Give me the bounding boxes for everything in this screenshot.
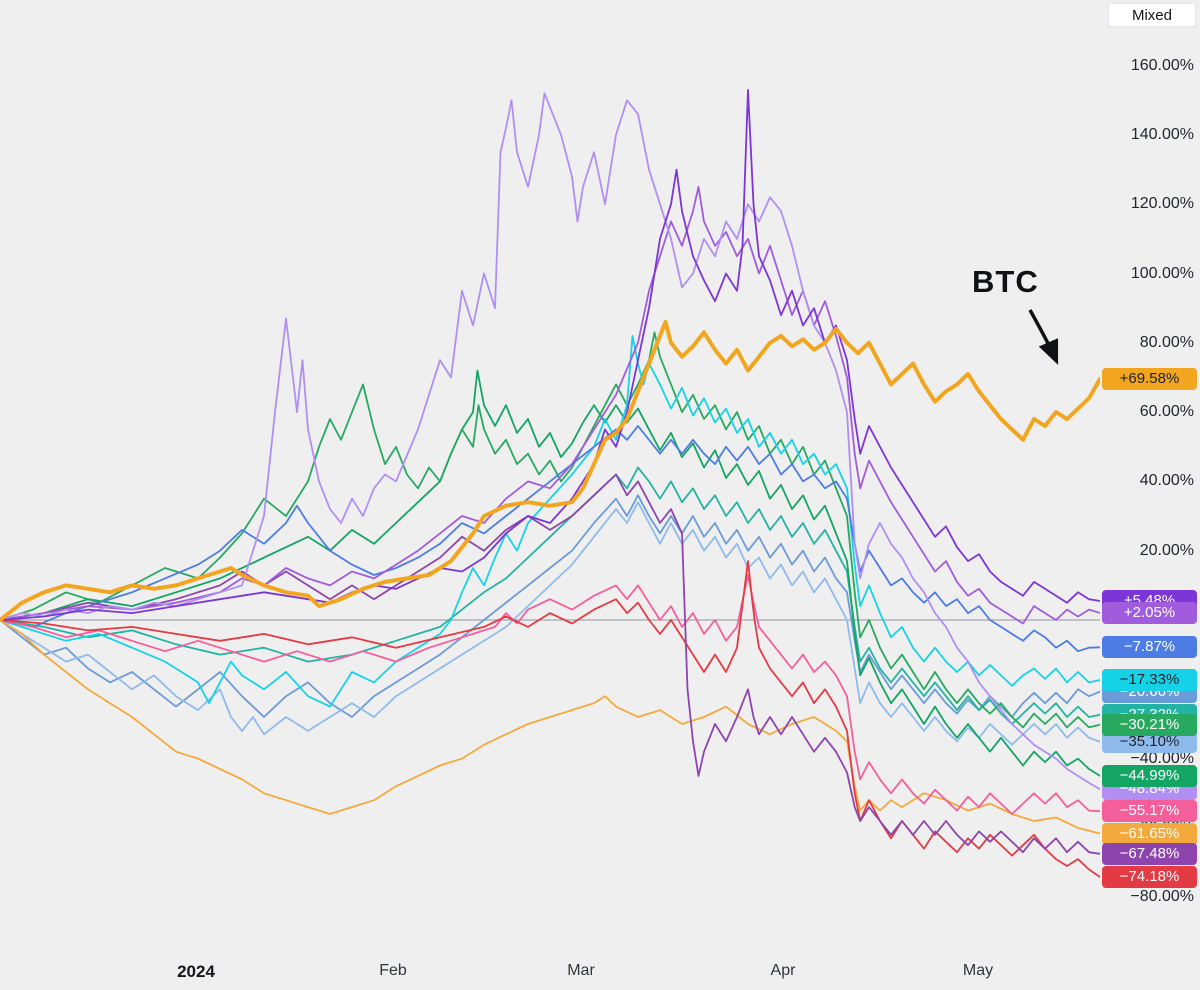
y-tick-120: 120.00% [1130,195,1194,213]
btc-annotation-label: BTC [972,264,1039,299]
price-badge-pink: −55.17% [1102,800,1197,823]
series-line-light-blue [0,501,1100,746]
series-line-red [0,560,1100,878]
y-tick--80: −80.00% [1130,888,1194,906]
price-badge-plum: −67.48% [1102,842,1197,865]
series-line-steel-blue [0,494,1100,718]
y-tick-80: 80.00% [1139,333,1194,351]
price-badge-light-blue: −35.10% [1102,730,1197,753]
price-badge-cyan: −17.33% [1102,669,1197,692]
plot-area[interactable] [0,0,1100,990]
price-badge-amber-2: −61.65% [1102,822,1197,845]
scale-mode-button[interactable]: Mixed [1108,3,1196,27]
btc-arrow-icon [1028,309,1059,365]
y-tick--40: −40.00% [1130,749,1194,767]
price-badge-red: −74.18% [1102,866,1197,889]
y-tick-160: 160.00% [1130,56,1194,74]
series-line-purple [0,185,1100,625]
y-tick-140: 140.00% [1130,125,1194,143]
price-badge-purple: +2.05% [1102,601,1197,624]
y-tick-100: 100.00% [1130,264,1194,282]
price-badge-emerald: −44.99% [1102,764,1197,787]
price-badge-green: −30.21% [1102,713,1197,736]
y-tick-40: 40.00% [1139,472,1194,490]
series-line-blue [0,425,1100,653]
series-line-cyan [0,334,1100,708]
price-badges: −20.66%−27.32%−48.84%+5.48%−35.10%−44.99… [1100,0,1200,990]
y-tick-20: 20.00% [1139,541,1194,559]
scale-mode-label: Mixed [1131,7,1172,24]
series-line-amber-2 [0,619,1100,835]
price-badge-blue: −7.87% [1102,636,1197,659]
price-badge-btc: +69.58% [1102,367,1197,390]
series-line-violet [0,89,1100,621]
y-tick-60: 60.00% [1139,403,1194,421]
series-line-lavender [0,92,1100,791]
series-line-plum [0,473,1100,855]
series-line-pink [0,574,1100,815]
series-line-emerald [0,369,1100,777]
series-line-btc [0,320,1100,622]
